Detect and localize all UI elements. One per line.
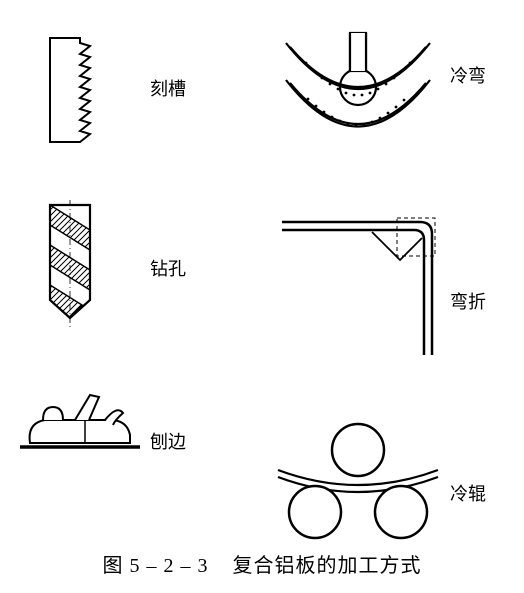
planing-diagram — [15, 385, 145, 460]
caption-title: 复合铝板的加工方式 — [233, 555, 422, 577]
folding-diagram — [272, 210, 442, 360]
drilling-diagram — [30, 200, 110, 335]
drilling-label: 钻孔 — [150, 255, 186, 281]
folding-label: 弯折 — [450, 288, 486, 314]
cold-rolling-diagram — [270, 420, 445, 540]
figure-caption: 图 5 – 2 – 3 复合铝板的加工方式 — [0, 549, 524, 578]
figure-5-2-3: 刻槽 — [0, 0, 524, 593]
cold-bending-diagram — [268, 25, 448, 170]
caption-prefix: 图 5 – 2 – 3 — [103, 555, 209, 577]
grooving-label: 刻槽 — [150, 75, 186, 101]
planing-label: 刨边 — [150, 428, 186, 454]
grooving-diagram — [35, 30, 115, 150]
cold-rolling-label: 冷辊 — [450, 480, 486, 506]
cold-bending-label: 冷弯 — [450, 62, 486, 88]
